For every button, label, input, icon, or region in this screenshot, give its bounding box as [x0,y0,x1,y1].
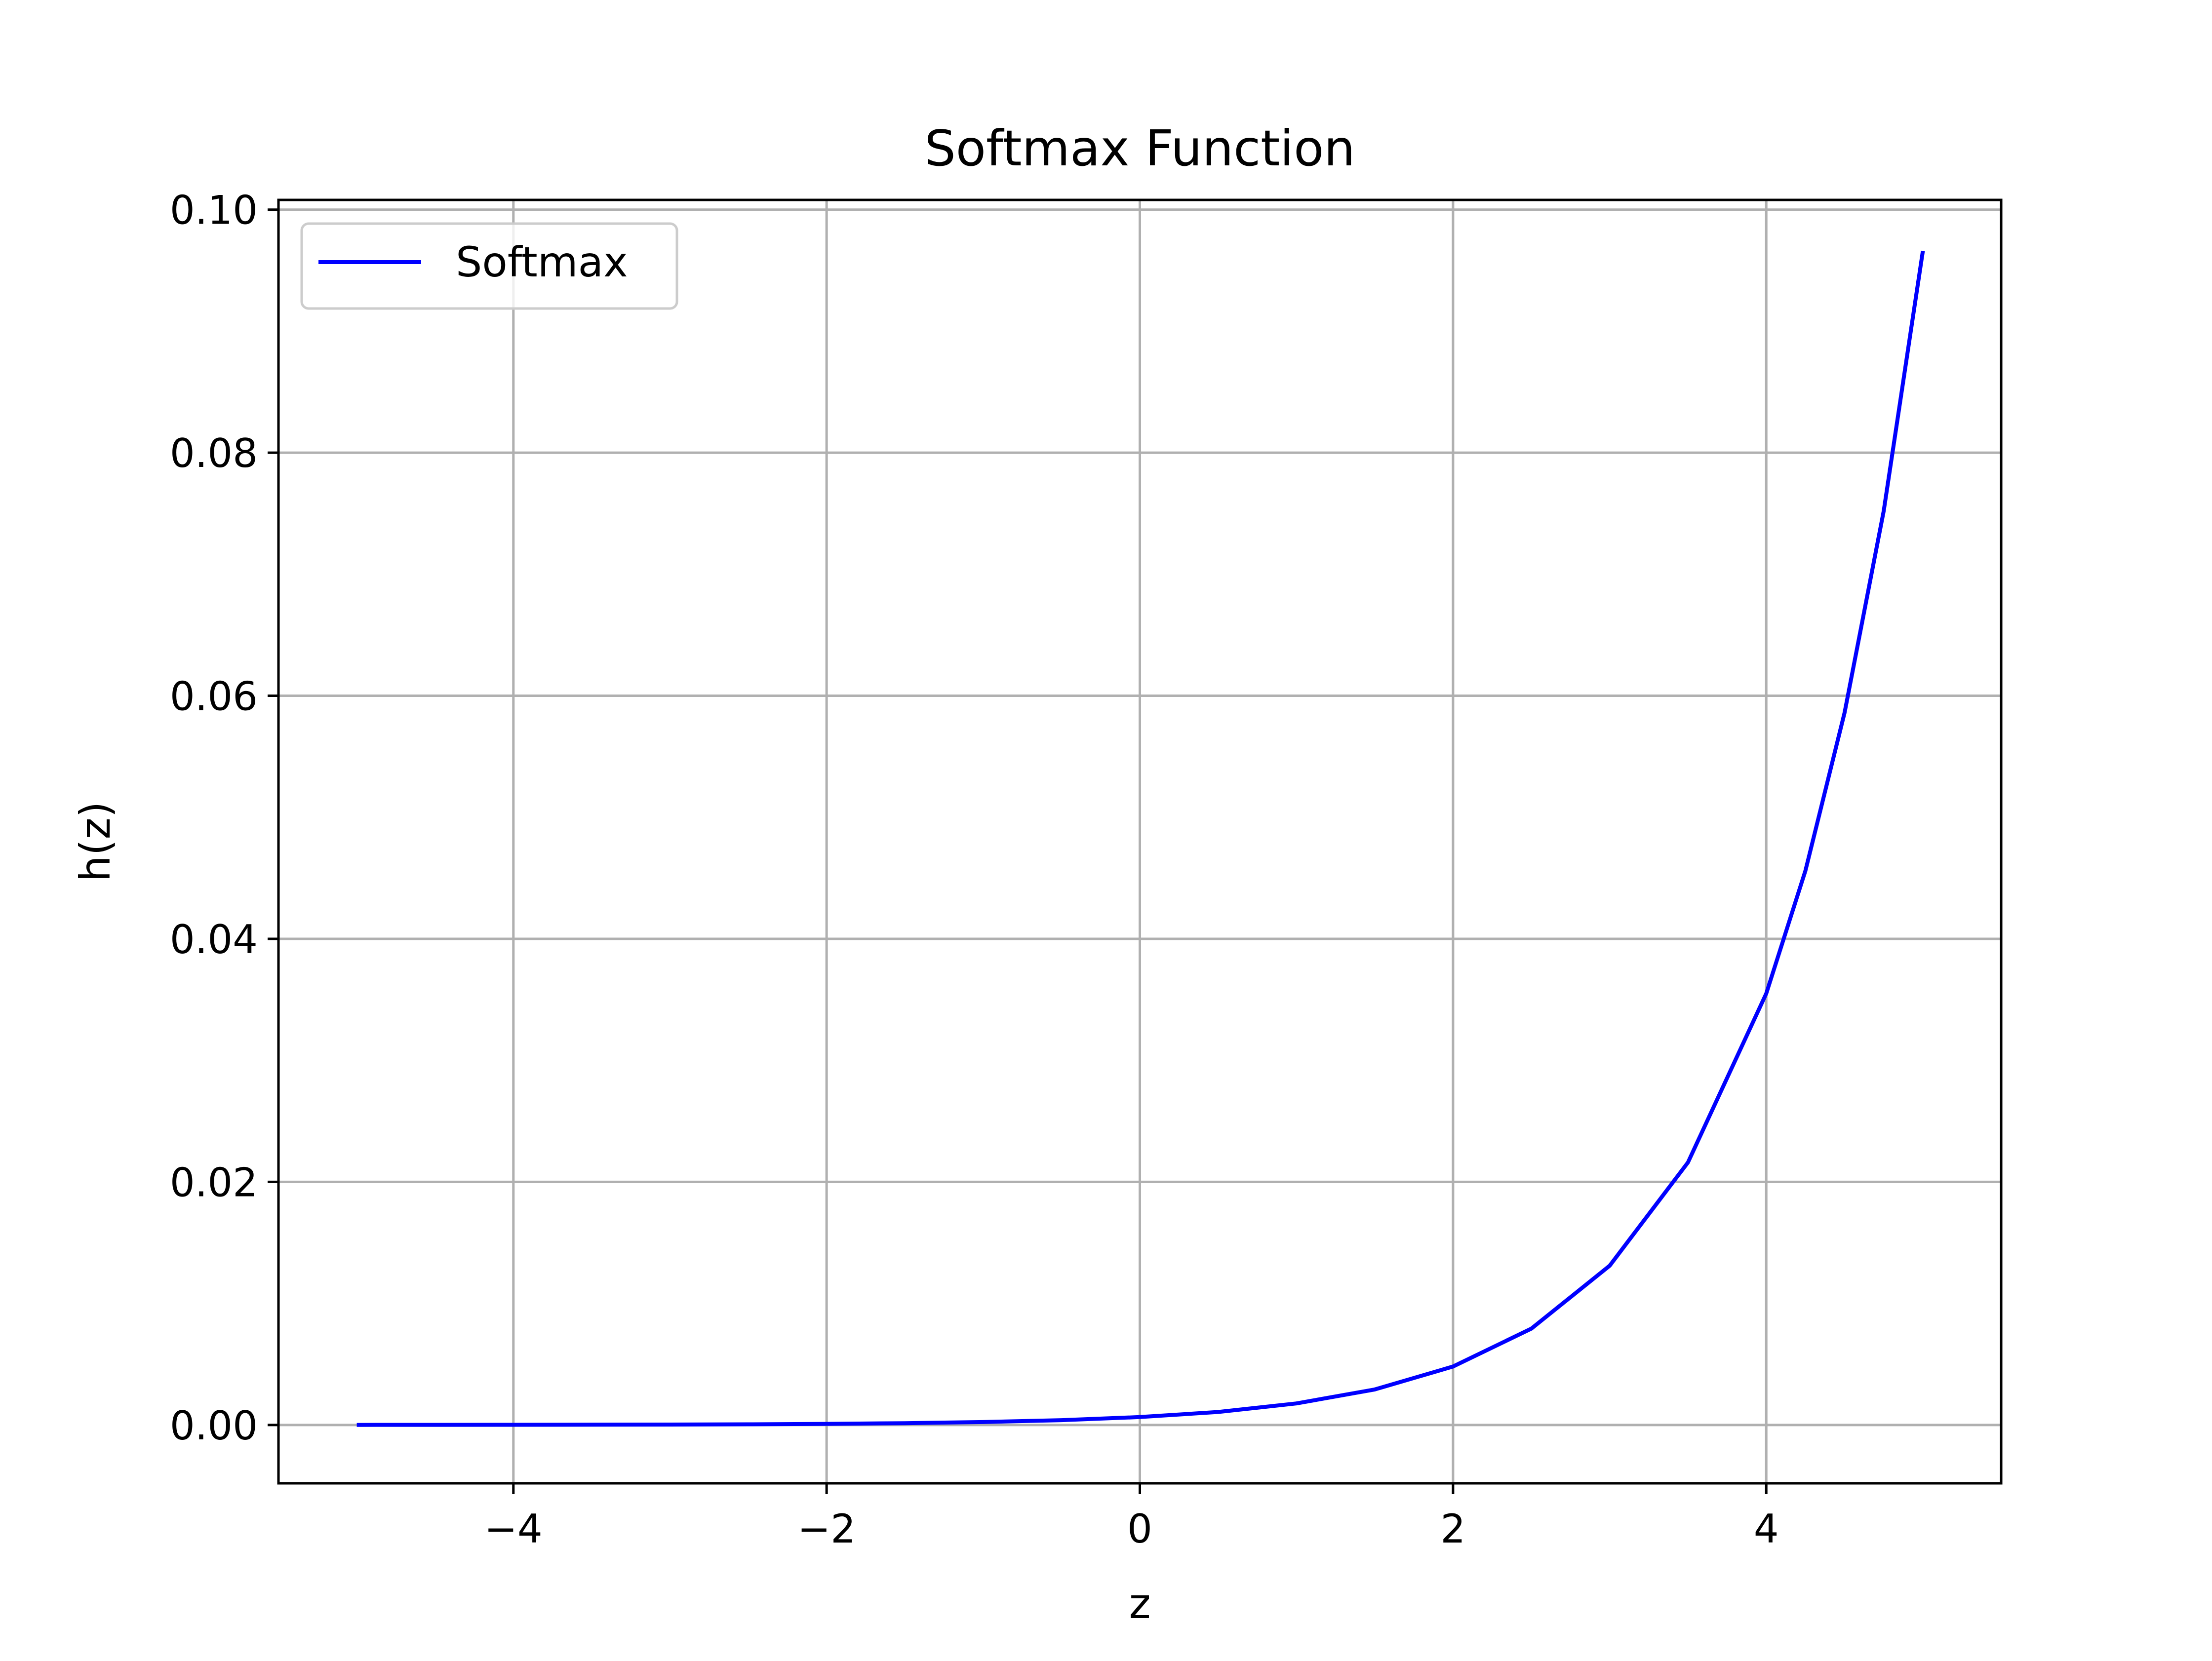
series-line-softmax [356,250,1925,1427]
y-tick-label: 0.06 [170,674,258,720]
series-layer [356,250,1925,1427]
x-tick-label: −2 [797,1506,856,1552]
x-tick-label: 0 [1127,1506,1152,1552]
x-tick-label: −4 [484,1506,543,1552]
legend-box [300,222,678,310]
chart-title: Softmax Function [924,119,1355,177]
y-tick-label: 0.04 [170,917,258,963]
x-axis-label: z [1129,1580,1150,1628]
legend: Softmax [300,222,678,310]
y-tick-label: 0.02 [170,1159,258,1205]
x-tick-label: 2 [1440,1506,1465,1552]
x-tick-label: 4 [1754,1506,1779,1552]
y-tick-label: 0.10 [170,188,258,233]
legend-label-softmax: Softmax [456,238,628,286]
y-tick-label: 0.00 [170,1403,258,1449]
y-tick-label: 0.08 [170,430,258,476]
axis-ticks: −4 −2 0 2 4 0.00 0.02 0.04 0.06 0.08 0.10 [170,188,1779,1552]
grid [278,200,2001,1483]
y-axis-label: h(z) [71,802,119,882]
